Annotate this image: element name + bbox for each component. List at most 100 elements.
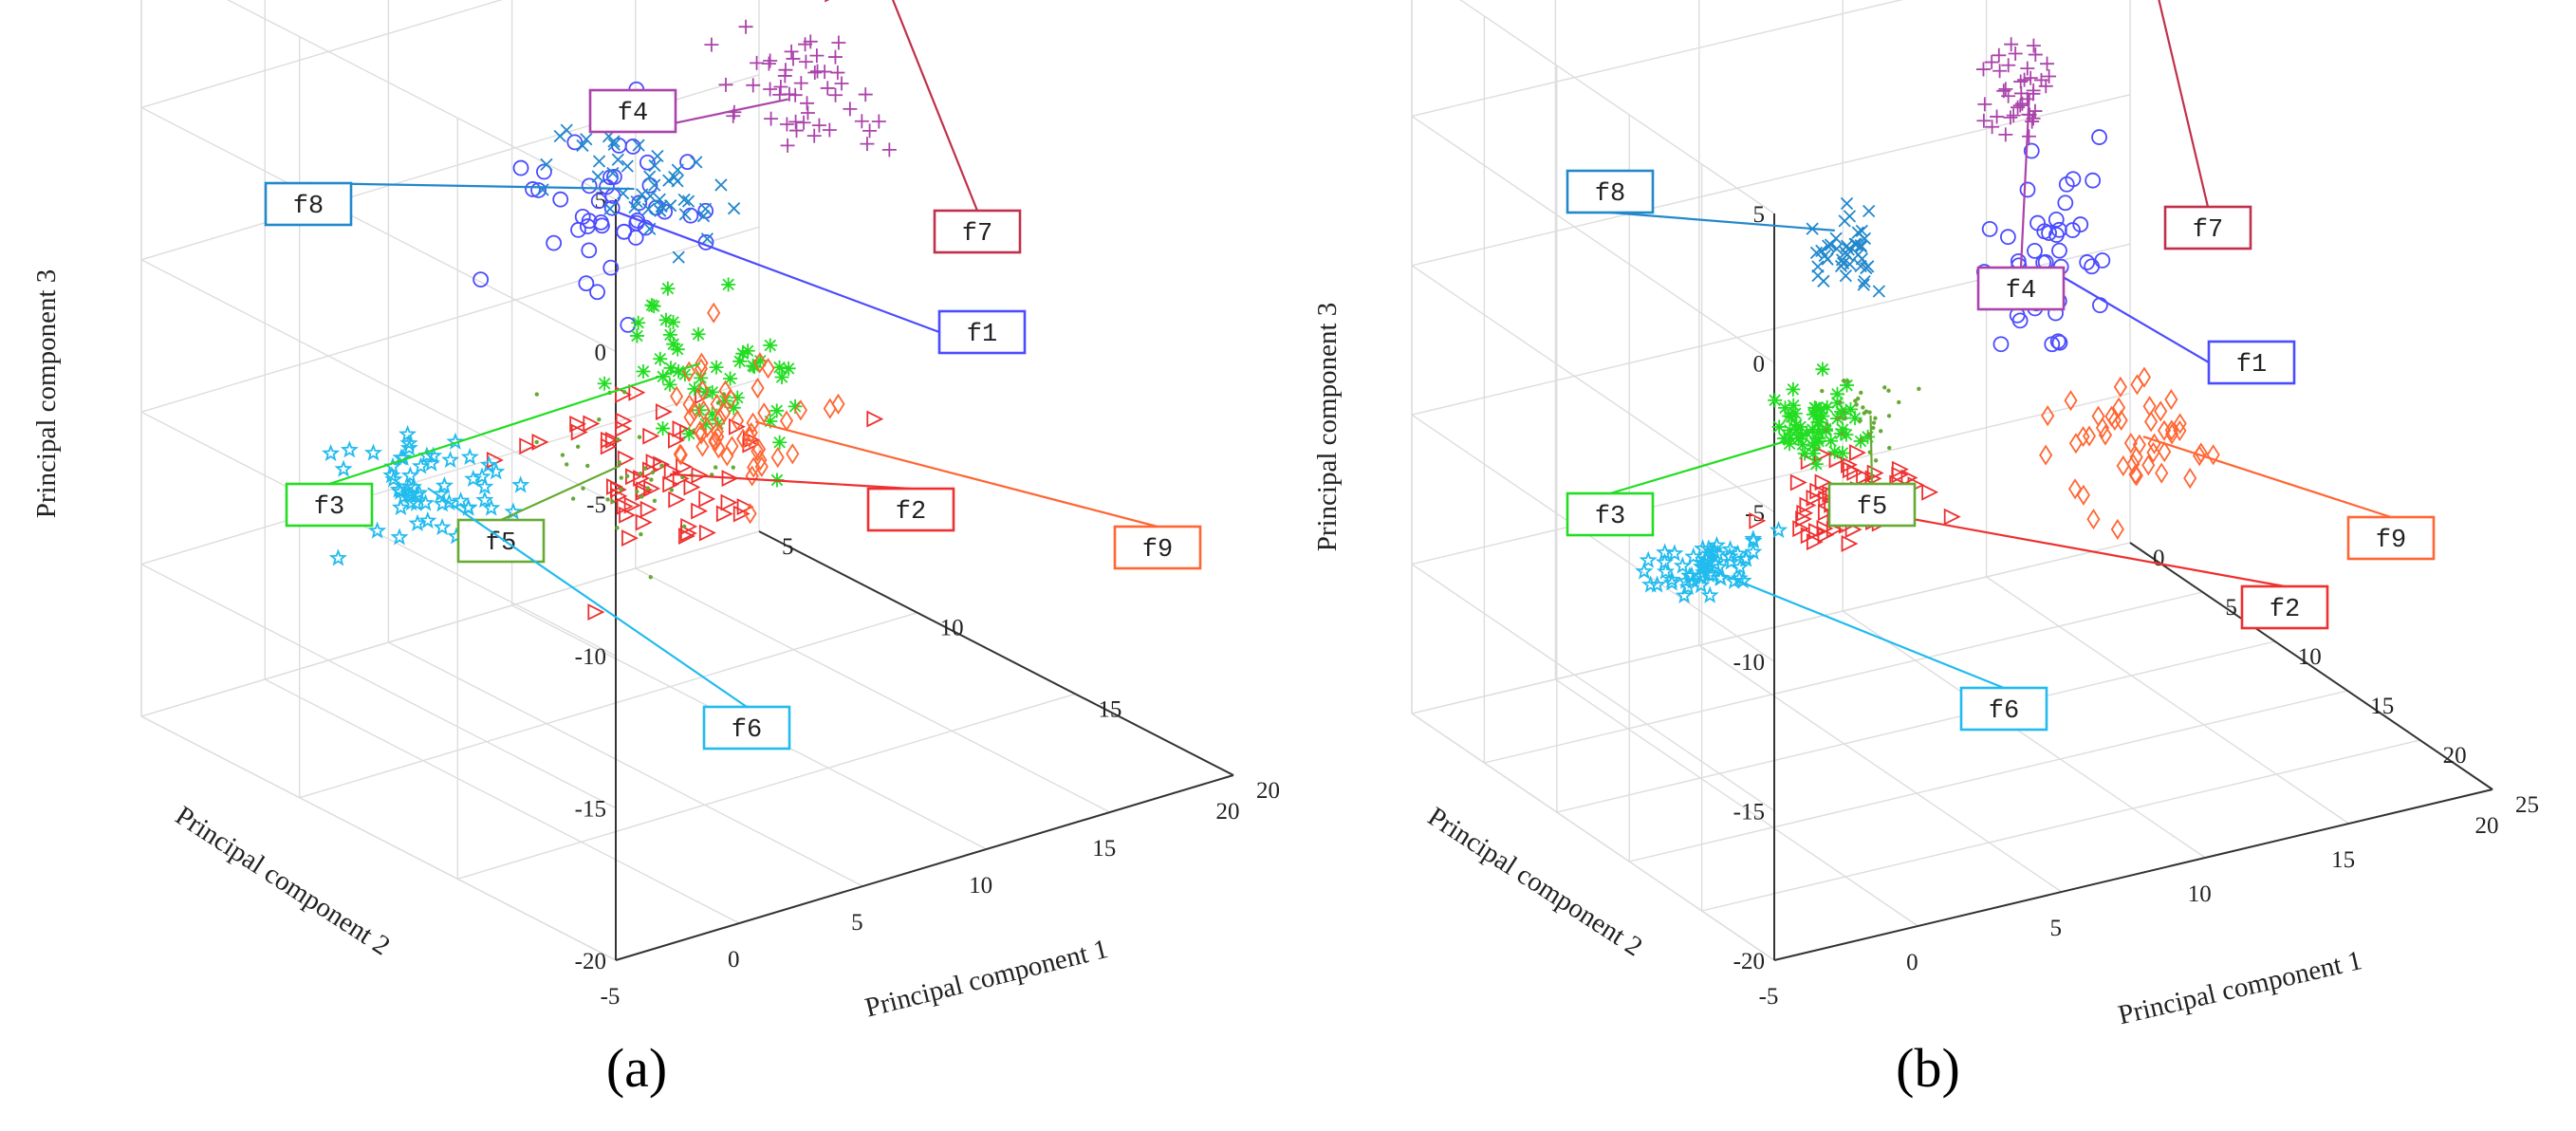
point-f9 xyxy=(2130,374,2144,396)
point-f4 xyxy=(2020,61,2035,76)
point-f4 xyxy=(830,65,845,81)
series-f1 xyxy=(473,81,714,333)
x-tick-label: -5 xyxy=(601,984,621,1010)
point-f3 xyxy=(772,435,788,450)
point-f2 xyxy=(866,410,884,428)
point-f1 xyxy=(546,234,563,251)
point-f1 xyxy=(512,159,529,176)
point-f6 xyxy=(394,487,413,505)
point-f4 xyxy=(798,37,813,52)
point-f5 xyxy=(1838,399,1843,405)
point-f5 xyxy=(680,474,685,480)
point-f9 xyxy=(708,431,722,453)
point-f1 xyxy=(2057,195,2074,212)
point-f2 xyxy=(604,431,622,449)
point-f9 xyxy=(786,443,800,465)
point-f4 xyxy=(2023,70,2038,85)
point-f9 xyxy=(2039,444,2053,466)
callout-box-f7 xyxy=(2163,205,2252,250)
point-f4 xyxy=(704,37,719,52)
point-f3 xyxy=(1847,411,1863,426)
point-f1 xyxy=(1992,336,2010,353)
point-f4 xyxy=(761,56,776,71)
point-f4 xyxy=(800,105,815,121)
point-f6 xyxy=(446,432,465,450)
callout-leader-f3 xyxy=(1609,433,1810,495)
point-f5 xyxy=(585,463,590,469)
callout-label-f2: f2 xyxy=(896,498,926,527)
point-f1 xyxy=(2019,181,2036,198)
grid-line xyxy=(140,378,760,566)
point-f1 xyxy=(2091,297,2108,314)
point-f2 xyxy=(732,505,751,523)
point-f1 xyxy=(2029,214,2046,232)
point-f5 xyxy=(650,470,656,475)
point-f6 xyxy=(418,510,437,529)
point-f6 xyxy=(459,498,478,516)
point-f8 xyxy=(1818,249,1831,263)
point-f2 xyxy=(1943,508,1961,526)
point-f9 xyxy=(2112,397,2126,418)
point-f9 xyxy=(712,437,726,459)
x-axis-line xyxy=(615,774,1234,961)
z-tick-label: -10 xyxy=(575,644,606,670)
point-f3 xyxy=(752,353,768,368)
point-f8 xyxy=(1838,214,1851,228)
grid-line xyxy=(1411,414,1775,662)
callout-leader-f4 xyxy=(2019,93,2030,269)
point-f4 xyxy=(796,115,811,130)
point-f9 xyxy=(731,410,745,432)
point-f9 xyxy=(2068,433,2083,454)
point-f6 xyxy=(407,493,426,511)
point-f5 xyxy=(639,494,644,499)
point-f2 xyxy=(1828,451,1846,469)
callout-leader-f6 xyxy=(1705,566,2005,690)
y-tick-label: 20 xyxy=(1256,778,1280,804)
point-f8 xyxy=(677,193,691,207)
point-f6 xyxy=(479,455,499,473)
point-f9 xyxy=(752,438,767,460)
point-f9 xyxy=(700,417,714,438)
point-f2 xyxy=(715,505,733,523)
point-f9 xyxy=(695,352,709,374)
callout-label-f8: f8 xyxy=(293,193,324,221)
point-f3 xyxy=(663,361,678,376)
point-f9 xyxy=(2154,400,2168,422)
point-f9 xyxy=(2076,484,2090,506)
point-f4 xyxy=(2004,37,2019,52)
point-f9 xyxy=(2206,444,2220,466)
callout-leader-f5 xyxy=(500,464,621,522)
point-f1 xyxy=(2094,252,2111,269)
point-f6 xyxy=(390,528,409,546)
callout-leader-f1 xyxy=(616,211,940,334)
x-tick-label: 20 xyxy=(1216,799,1240,825)
point-f3 xyxy=(687,381,702,397)
point-f3 xyxy=(781,361,796,376)
point-f5 xyxy=(1886,414,1892,418)
callout-leader-f2 xyxy=(669,473,912,491)
point-f6 xyxy=(382,466,401,484)
grid-line xyxy=(1555,678,1918,927)
point-f5 xyxy=(1887,445,1892,451)
point-f8 xyxy=(672,250,685,264)
grid-line xyxy=(140,0,504,109)
point-f8 xyxy=(653,193,666,206)
point-f5 xyxy=(621,390,627,395)
point-f2 xyxy=(698,490,716,508)
point-f3 xyxy=(631,315,646,330)
point-f3 xyxy=(666,337,681,352)
point-f6 xyxy=(400,466,419,484)
point-f6 xyxy=(399,434,418,452)
point-f3 xyxy=(1835,446,1850,461)
point-f5 xyxy=(1835,416,1840,421)
point-f5 xyxy=(1879,429,1883,434)
point-f9 xyxy=(2157,419,2172,441)
point-f3 xyxy=(1820,399,1835,415)
point-f5 xyxy=(1858,418,1863,423)
point-f5 xyxy=(581,486,585,491)
point-f4 xyxy=(763,53,778,68)
point-f8 xyxy=(630,195,643,209)
point-f4 xyxy=(2001,58,2016,73)
point-f2 xyxy=(1789,473,1807,491)
grid-line xyxy=(1411,713,1775,961)
